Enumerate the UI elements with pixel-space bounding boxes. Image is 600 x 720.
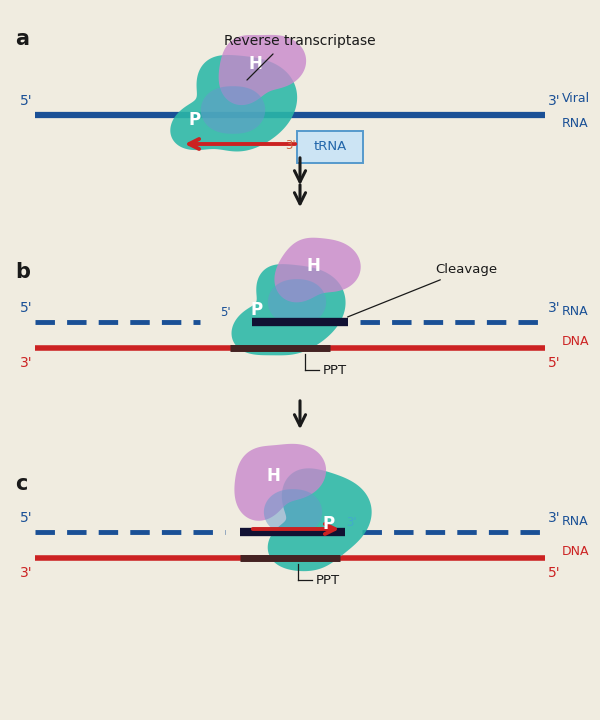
Text: 3': 3' xyxy=(346,516,356,529)
Text: 5': 5' xyxy=(20,511,32,525)
Polygon shape xyxy=(268,279,326,325)
Text: Reverse transcriptase: Reverse transcriptase xyxy=(224,34,376,48)
Text: RNA: RNA xyxy=(562,117,589,130)
Text: 3': 3' xyxy=(548,301,560,315)
Text: a: a xyxy=(15,29,29,49)
Text: DNA: DNA xyxy=(562,545,589,558)
Text: c: c xyxy=(15,474,28,494)
Text: P: P xyxy=(189,111,201,129)
Text: H: H xyxy=(306,257,320,275)
Text: 3': 3' xyxy=(548,511,560,525)
Text: PPT: PPT xyxy=(316,574,340,587)
Text: 5': 5' xyxy=(20,94,32,108)
Polygon shape xyxy=(218,35,306,105)
Text: 5': 5' xyxy=(20,301,32,315)
Text: tRNA: tRNA xyxy=(313,140,347,153)
Text: P: P xyxy=(251,301,263,319)
FancyBboxPatch shape xyxy=(297,131,363,163)
Text: DNA: DNA xyxy=(562,335,589,348)
Text: 5': 5' xyxy=(548,566,560,580)
Polygon shape xyxy=(232,264,346,356)
Text: 3': 3' xyxy=(20,566,32,580)
Text: H: H xyxy=(248,55,262,73)
Text: 3': 3' xyxy=(548,94,560,108)
Polygon shape xyxy=(201,86,265,134)
Polygon shape xyxy=(264,489,322,535)
Text: 3': 3' xyxy=(286,138,296,151)
Text: Viral: Viral xyxy=(562,92,590,105)
Polygon shape xyxy=(274,238,361,302)
Text: P: P xyxy=(323,515,335,533)
Polygon shape xyxy=(268,468,371,571)
Text: RNA: RNA xyxy=(562,305,589,318)
Text: 3': 3' xyxy=(20,356,32,370)
Text: H: H xyxy=(266,467,280,485)
Polygon shape xyxy=(235,444,326,521)
Text: 5': 5' xyxy=(220,306,230,319)
Text: Cleavage: Cleavage xyxy=(347,263,497,317)
Text: 5': 5' xyxy=(548,356,560,370)
Polygon shape xyxy=(170,55,297,151)
Text: b: b xyxy=(15,262,30,282)
Text: PPT: PPT xyxy=(323,364,347,377)
Text: RNA: RNA xyxy=(562,515,589,528)
